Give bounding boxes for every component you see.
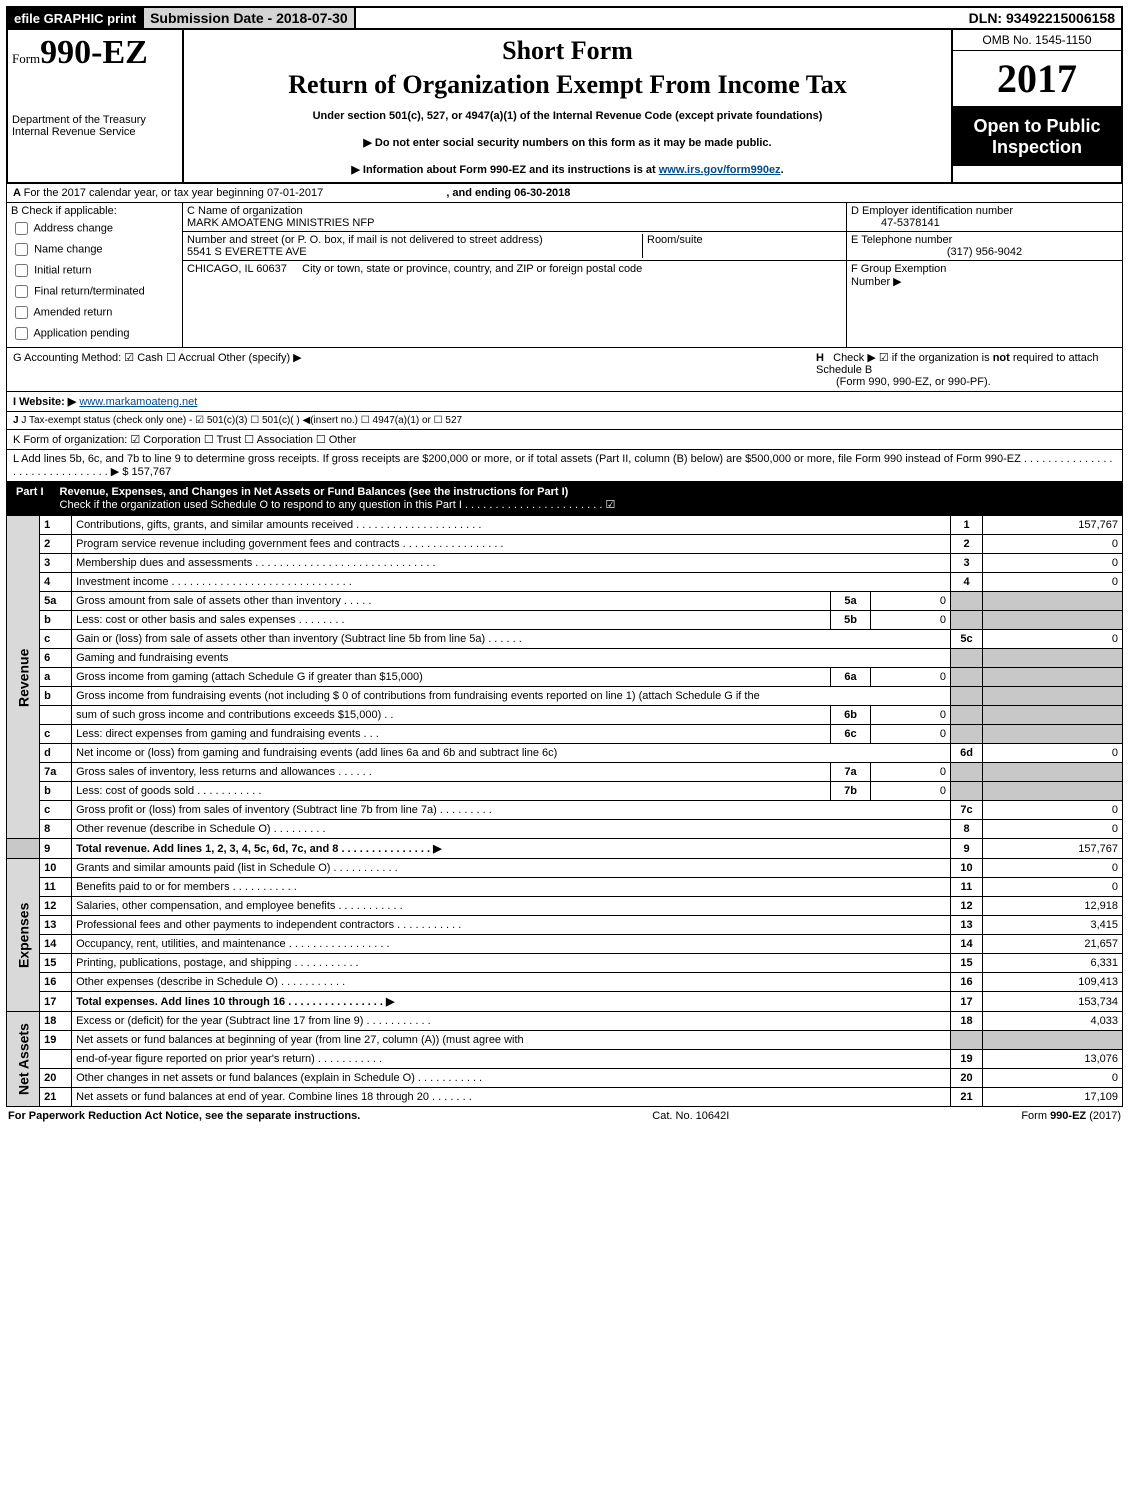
submission-date: Submission Date - 2018-07-30	[144, 8, 356, 28]
line-a: A For the 2017 calendar year, or tax yea…	[6, 184, 1123, 203]
dept-treasury: Department of the Treasury	[12, 114, 178, 126]
net-assets-eoy: 17,109	[983, 1088, 1123, 1107]
irs-label: Internal Revenue Service	[12, 126, 178, 138]
check-application-pending[interactable]: Application pending	[11, 324, 178, 343]
instruction-2: ▶ Information about Form 990-EZ and its …	[194, 163, 941, 176]
irs-link[interactable]: www.irs.gov/form990ez	[659, 164, 781, 176]
line-k: K Form of organization: ☑ Corporation ☐ …	[6, 430, 1123, 450]
omb-number: OMB No. 1545-1150	[953, 30, 1121, 51]
netassets-section-label: Net Assets	[7, 1012, 40, 1107]
room-suite: Room/suite	[642, 234, 842, 258]
check-initial-return[interactable]: Initial return	[11, 261, 178, 280]
top-bar: efile GRAPHIC print Submission Date - 20…	[6, 6, 1123, 30]
total-revenue: 157,767	[983, 839, 1123, 859]
short-form-title: Short Form	[194, 36, 941, 66]
tax-year: 2017	[953, 51, 1121, 108]
return-title: Return of Organization Exempt From Incom…	[194, 70, 941, 100]
accounting-method: G Accounting Method: ☑ Cash ☐ Accrual Ot…	[13, 351, 816, 388]
block-b: B Check if applicable: Address change Na…	[7, 203, 183, 347]
dln-number: DLN: 93492215006158	[963, 8, 1121, 28]
form-number: 990-EZ	[40, 34, 148, 71]
line-gh: G Accounting Method: ☑ Cash ☐ Accrual Ot…	[6, 348, 1123, 392]
revenue-section-label: Revenue	[7, 516, 40, 839]
form-prefix: Form	[12, 51, 40, 66]
open-to-public: Open to PublicInspection	[953, 108, 1121, 166]
block-c: C Name of organization MARK AMOATENG MIN…	[183, 203, 846, 347]
check-amended-return[interactable]: Amended return	[11, 303, 178, 322]
gross-receipts: 157,767	[132, 466, 172, 478]
website-link[interactable]: www.markamoateng.net	[79, 396, 197, 408]
org-city: CHICAGO, IL 60637	[187, 263, 287, 275]
check-final-return[interactable]: Final return/terminated	[11, 282, 178, 301]
part-1-header: Part I Revenue, Expenses, and Changes in…	[6, 482, 1123, 515]
phone-value: (317) 956-9042	[851, 246, 1118, 258]
ein-value: 47-5378141	[881, 217, 940, 229]
page-footer: For Paperwork Reduction Act Notice, see …	[6, 1107, 1123, 1125]
under-section: Under section 501(c), 527, or 4947(a)(1)…	[194, 110, 941, 122]
section-bcdef: B Check if applicable: Address change Na…	[6, 203, 1123, 348]
line-l: L Add lines 5b, 6c, and 7b to line 9 to …	[6, 450, 1123, 482]
form-header: Form990-EZ Department of the Treasury In…	[6, 30, 1123, 184]
line-j: J J Tax-exempt status (check only one) -…	[6, 412, 1123, 430]
total-expenses: 153,734	[983, 992, 1123, 1012]
org-name: MARK AMOATENG MINISTRIES NFP	[187, 217, 374, 229]
line-i: I Website: ▶ www.markamoateng.net	[6, 392, 1123, 412]
part-1-table: Revenue 1Contributions, gifts, grants, a…	[6, 515, 1123, 1107]
efile-print-button[interactable]: efile GRAPHIC print	[8, 8, 144, 28]
expenses-section-label: Expenses	[7, 859, 40, 1012]
instruction-1: ▶ Do not enter social security numbers o…	[194, 136, 941, 149]
org-address: 5541 S EVERETTE AVE	[187, 246, 307, 258]
check-name-change[interactable]: Name change	[11, 240, 178, 259]
block-def: D Employer identification number 47-5378…	[846, 203, 1122, 347]
check-address-change[interactable]: Address change	[11, 219, 178, 238]
line-1-value: 157,767	[983, 516, 1123, 535]
